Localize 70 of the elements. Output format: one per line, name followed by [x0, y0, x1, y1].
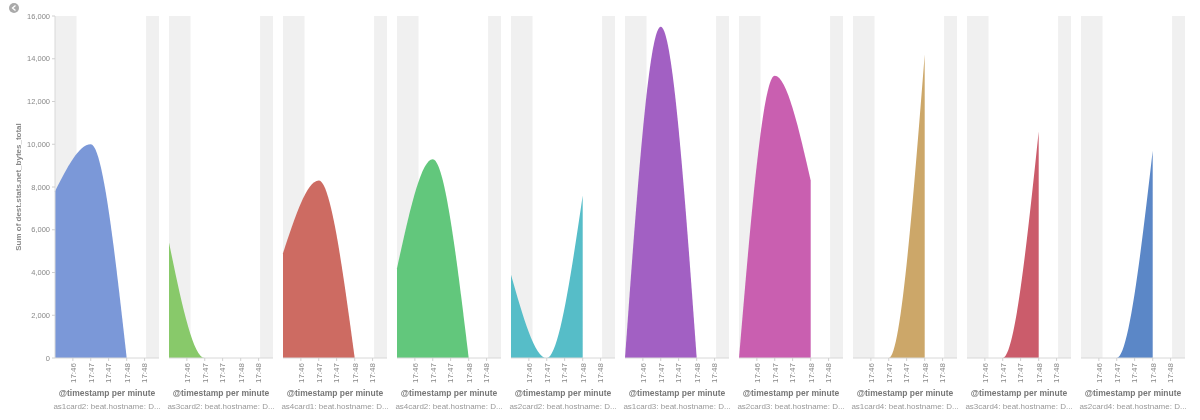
x-tick-label: 17:47 [902, 362, 912, 384]
x-tick-label: 17:48 [1052, 362, 1062, 384]
x-tick-label: 17:48 [806, 362, 816, 384]
x-axis-title: @timestamp per minute [742, 388, 840, 398]
x-tick-label: 17:46 [638, 362, 648, 384]
x-tick-label: 17:46 [1094, 362, 1104, 384]
x-tick-label: 17:46 [410, 362, 420, 384]
x-tick-label: 17:46 [752, 362, 762, 384]
x-tick-label: 17:47 [770, 362, 780, 384]
x-tick-label: 17:47 [86, 362, 96, 384]
x-axis-title: @timestamp per minute [514, 388, 612, 398]
x-tick-label: 17:48 [254, 362, 264, 384]
x-tick-label: 17:48 [122, 362, 132, 384]
text: as4card2: beat.hostname: D... [395, 402, 503, 411]
x-tick-label: 17:48 [710, 362, 720, 384]
x-tick-label: 17:48 [692, 362, 702, 384]
x-tick-label: 17:47 [104, 362, 114, 384]
x-tick-label: 17:48 [368, 362, 378, 384]
x-tick-label: 17:47 [200, 362, 210, 384]
x-tick-label: 17:47 [1130, 362, 1140, 384]
text: as3card4: beat.hostname: D... [965, 402, 1073, 411]
x-axis-title: @timestamp per minute [970, 388, 1068, 398]
x-tick-label: 17:47 [446, 362, 456, 384]
x-tick-label: 17:47 [674, 362, 684, 384]
x-tick-label: 17:47 [542, 362, 552, 384]
x-tick-label: 17:48 [596, 362, 606, 384]
x-tick-label: 17:46 [296, 362, 306, 384]
x-tick-label: 17:47 [218, 362, 228, 384]
x-tick-label: 17:47 [560, 362, 570, 384]
x-tick-label: 17:48 [824, 362, 834, 384]
x-tick-label: 17:47 [1016, 362, 1026, 384]
x-tick-label: 17:48 [1166, 362, 1176, 384]
x-tick-label: 17:47 [788, 362, 798, 384]
x-tick-label: 17:47 [884, 362, 894, 384]
x-tick-label: 17:47 [314, 362, 324, 384]
x-tick-label: 17:48 [1034, 362, 1044, 384]
x-axis-title: @timestamp per minute [856, 388, 954, 398]
x-tick-label: 17:46 [866, 362, 876, 384]
x-axis-title: @timestamp per minute [628, 388, 726, 398]
x-tick-label: 17:47 [428, 362, 438, 384]
x-tick-label: 17:46 [182, 362, 192, 384]
x-tick-label: 17:48 [464, 362, 474, 384]
text: as1card4: beat.hostname: D... [851, 402, 959, 411]
x-tick-label: 17:46 [524, 362, 534, 384]
x-tick-label: 17:47 [332, 362, 342, 384]
text: as4card1: beat.hostname: D... [281, 402, 389, 411]
x-tick-label: 17:48 [920, 362, 930, 384]
x-tick-label: 17:47 [1112, 362, 1122, 384]
x-tick-label: 17:48 [236, 362, 246, 384]
text: as1card2: beat.hostname: D... [53, 402, 161, 411]
text: as3card2: beat.hostname: D... [167, 402, 275, 411]
x-tick-label: 17:48 [350, 362, 360, 384]
x-tick-label: 17:48 [140, 362, 150, 384]
x-axis-title: @timestamp per minute [1084, 388, 1182, 398]
x-tick-label: 17:46 [980, 362, 990, 384]
x-tick-label: 17:47 [656, 362, 666, 384]
text: as2card2: beat.hostname: D... [509, 402, 617, 411]
text: as2card4: beat.hostname: D... [1079, 402, 1187, 411]
text: as1card3: beat.hostname: D... [623, 402, 731, 411]
x-tick-label: 17:46 [68, 362, 78, 384]
x-tick-label: 17:48 [938, 362, 948, 384]
x-axis-title: @timestamp per minute [286, 388, 384, 398]
x-axis-title: @timestamp per minute [400, 388, 498, 398]
x-tick-label: 17:48 [482, 362, 492, 384]
text: as2card3: beat.hostname: D... [737, 402, 845, 411]
x-axis-title: @timestamp per minute [58, 388, 156, 398]
x-tick-label: 17:48 [578, 362, 588, 384]
x-tick-label: 17:47 [998, 362, 1008, 384]
x-axis-title: @timestamp per minute [172, 388, 270, 398]
x-tick-label: 17:48 [1148, 362, 1158, 384]
